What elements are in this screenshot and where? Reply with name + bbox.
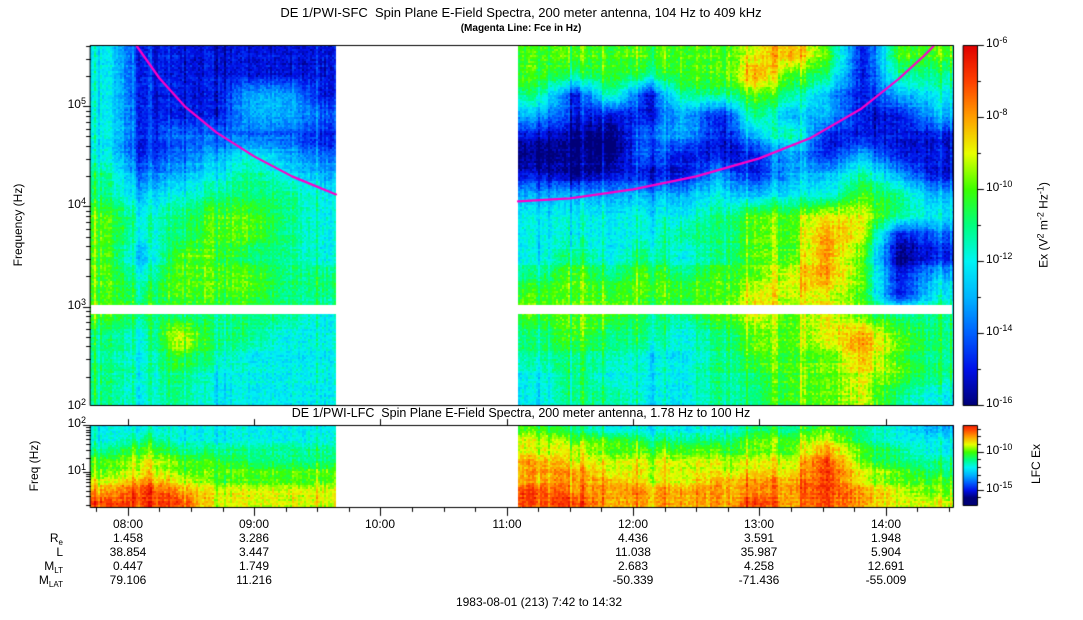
time-tick-label: 11:00 xyxy=(492,517,522,531)
sfc-colorbar-tick-label: 10-14 xyxy=(986,323,1013,338)
lfc-colorbar-label: LFC Ex xyxy=(1029,443,1043,485)
sfc-colorbar-tick-label: 10-6 xyxy=(986,35,1008,50)
lfc-colorbar-tick-label: 10-15 xyxy=(986,480,1013,495)
orbit-row-label: MLAT xyxy=(38,573,63,589)
orbit-value: 5.904 xyxy=(870,545,902,559)
sfc-ytick-label: 102 xyxy=(67,397,86,412)
orbit-value: 3.286 xyxy=(238,531,270,545)
orbit-value: -71.436 xyxy=(738,573,780,587)
lfc-y-axis-label: Freq (Hz) xyxy=(27,440,41,492)
sfc-colorbar-tick-label: 10-8 xyxy=(986,107,1008,122)
orbit-value: 79.106 xyxy=(109,573,147,587)
orbit-value: 35.987 xyxy=(740,545,778,559)
orbit-value: -50.339 xyxy=(612,573,654,587)
time-tick-label: 09:00 xyxy=(238,517,270,531)
sfc-ytick-label: 104 xyxy=(67,196,86,211)
orbit-value: 3.447 xyxy=(238,545,270,559)
lfc-ytick-label: 102 xyxy=(67,415,86,430)
sfc-subtitle: (Magenta Line: Fce in Hz) xyxy=(460,23,582,34)
orbit-value: 4.258 xyxy=(743,559,775,573)
sfc-colorbar-tick-label: 10-10 xyxy=(986,179,1013,194)
time-tick-label: 12:00 xyxy=(617,517,649,531)
time-tick-label: 08:00 xyxy=(112,517,144,531)
time-tick-label: 13:00 xyxy=(743,517,775,531)
lfc-title: DE 1/PWI-LFC Spin Plane E-Field Spectra,… xyxy=(291,406,751,420)
orbit-value: 1.458 xyxy=(112,531,144,545)
time-tick-label: 14:00 xyxy=(870,517,902,531)
orbit-value: -55.009 xyxy=(865,573,907,587)
sfc-ytick-label: 105 xyxy=(67,96,86,111)
orbit-value: 1.948 xyxy=(870,531,902,545)
orbit-value: 4.436 xyxy=(617,531,649,545)
date-range-label: 1983-08-01 (213) 7:42 to 14:32 xyxy=(455,595,623,609)
orbit-value: 11.038 xyxy=(615,545,651,559)
sfc-title: DE 1/PWI-SFC Spin Plane E-Field Spectra,… xyxy=(280,5,762,20)
sfc-y-axis-label: Frequency (Hz) xyxy=(11,183,25,267)
lfc-colorbar-tick-label: 10-10 xyxy=(986,442,1013,457)
orbit-value: 2.683 xyxy=(617,559,649,573)
sfc-ytick-label: 103 xyxy=(67,297,86,312)
orbit-row-label: MLT xyxy=(44,559,63,575)
orbit-value: 12.691 xyxy=(867,559,905,573)
orbit-row-label: L xyxy=(56,545,63,559)
orbit-value: 11.216 xyxy=(236,573,272,587)
time-tick-label: 10:00 xyxy=(364,517,396,531)
sfc-colorbar-tick-label: 10-12 xyxy=(986,251,1013,266)
sfc-colorbar-label: Ex (V2 m-2 Hz-1) xyxy=(1035,182,1051,268)
orbit-value: 1.749 xyxy=(238,559,270,573)
sfc-colorbar-tick-label: 10-16 xyxy=(986,395,1013,410)
lfc-ytick-label: 101 xyxy=(67,462,86,477)
orbit-row-label: Re xyxy=(49,531,63,547)
orbit-value: 38.854 xyxy=(109,545,147,559)
orbit-value: 3.591 xyxy=(743,531,775,545)
orbit-value: 0.447 xyxy=(112,559,144,573)
